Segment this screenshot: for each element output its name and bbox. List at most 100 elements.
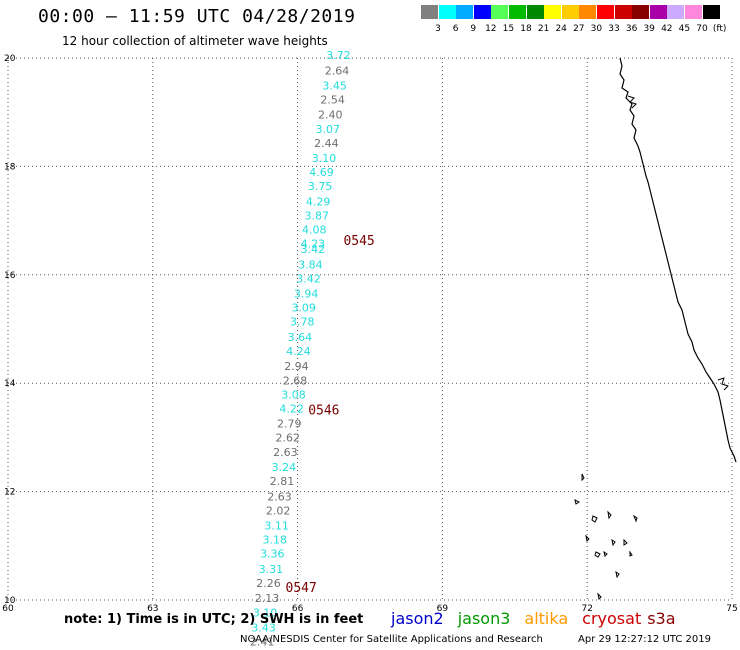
lat-tick-label: 18 [4,162,16,172]
island [581,473,585,482]
swh-value: 4.24 [286,345,311,358]
island [623,538,628,546]
swh-value: 3.31 [259,563,284,576]
swh-value: 2.54 [320,94,345,107]
coastline-detail [627,95,637,109]
swh-value: 3.09 [291,302,316,315]
swh-value: 3.72 [326,49,351,62]
island [611,538,616,547]
swh-value: 3.64 [288,331,313,344]
satellite-label: jason2 [391,609,444,628]
legend-swatch [526,5,544,19]
map-subtitle: 12 hour collection of altimeter wave hei… [62,34,328,48]
swh-value: 3.07 [316,123,341,136]
swh-value: 3.75 [308,180,333,193]
swh-value: 4.23 [301,238,326,251]
axis-tick-labels: 60 63 66 69 72 75 20 18 16 14 12 10 [2,54,737,614]
satellite-label: jason3 [457,609,511,628]
legend-swatch [702,5,720,19]
island [585,534,590,543]
swh-value: 3.10 [312,152,337,165]
island [632,514,638,523]
coastline-detail [717,377,729,391]
legend-swatch [614,5,632,19]
swh-value: 3.36 [260,548,285,561]
time-label: 0547 [286,581,317,596]
swh-value: 3.18 [262,534,287,547]
island [615,570,620,579]
lat-tick-label: 16 [4,271,16,281]
swh-value: 2.64 [325,64,350,77]
legend-label: 27 [573,24,585,34]
island [607,510,612,520]
legend-swatch [438,5,456,19]
lon-tick-label: 60 [2,604,14,614]
swh-value: 3.43 [251,621,276,634]
swh-value: 3.78 [290,316,315,329]
swh-value: 4.69 [309,166,334,179]
legend-swatch [685,5,702,19]
legend-unit: (ft) [712,24,727,34]
time-label: 0546 [308,404,339,419]
swh-value: 2.40 [318,109,343,122]
island [603,550,608,557]
legend-label: 24 [555,24,567,34]
swh-value: 2.68 [283,374,308,387]
swh-value: 3.10 [253,606,278,619]
credit-line: NOAA/NESDIS Center for Satellite Applica… [240,634,543,645]
legend-label: 18 [520,24,532,34]
swh-value: 2.63 [273,446,298,459]
legend-label: 39 [643,24,655,34]
legend-label: 30 [590,24,603,34]
legend-swatch [649,5,667,19]
footnote: note: 1) Time is in UTC; 2) SWH is in fe… [64,612,364,627]
map-grid [7,57,733,601]
swh-value: 3.84 [298,258,323,271]
lat-tick-label: 10 [4,596,16,606]
time-label: 0545 [343,234,374,249]
legend-label: 12 [485,24,497,34]
legend-swatch [632,5,650,19]
lat-tick-label: 12 [4,488,15,498]
legend-swatch [667,5,685,19]
swh-value: 2.26 [256,577,281,590]
lon-tick-label: 69 [437,604,449,614]
generated-timestamp: Apr 29 12:27:12 UTC 2019 [578,634,711,645]
swh-value: 3.94 [294,288,319,301]
swh-value: 3.42 [296,272,321,285]
satellite-legend: jason2 jason3 altika cryosat s3a [391,609,690,628]
swh-value: 2.79 [277,418,302,431]
island [597,592,602,601]
satellite-label: altika [524,609,569,628]
swh-value: 3.42 [301,243,326,256]
swh-value: 3.87 [304,210,329,223]
swh-value: 4.22 [279,402,304,415]
lon-tick-label: 66 [292,604,304,614]
legend-label: 45 [678,24,691,34]
legend-swatch [456,5,474,19]
island [591,515,598,523]
swh-value: 3.11 [264,520,289,533]
legend-label: 42 [661,24,673,34]
island [574,499,580,505]
legend-label: 21 [537,24,550,34]
swh-value: 3.24 [272,461,297,474]
lon-tick-label: 75 [726,604,737,614]
swh-value: 2.94 [284,360,309,373]
swh-value: 2.63 [267,490,292,503]
lon-tick-label: 63 [147,604,158,614]
swh-value: 2.62 [276,432,301,445]
legend-label: 9 [470,24,477,34]
legend-swatch [544,5,562,19]
satellite-label: s3a [647,609,676,628]
swh-value: 2.44 [314,137,339,150]
island [594,551,601,558]
swh-values: 3.722.643.452.542.403.072.443.104.693.75… [248,49,351,650]
swh-value: 2.02 [266,504,291,517]
satellite-label: cryosat [582,609,642,628]
swh-value: 2.13 [255,592,280,605]
legend-swatch [597,5,614,19]
legend-swatch [579,5,597,19]
swh-value: 4.29 [306,195,331,208]
lat-tick-label: 14 [4,379,16,389]
